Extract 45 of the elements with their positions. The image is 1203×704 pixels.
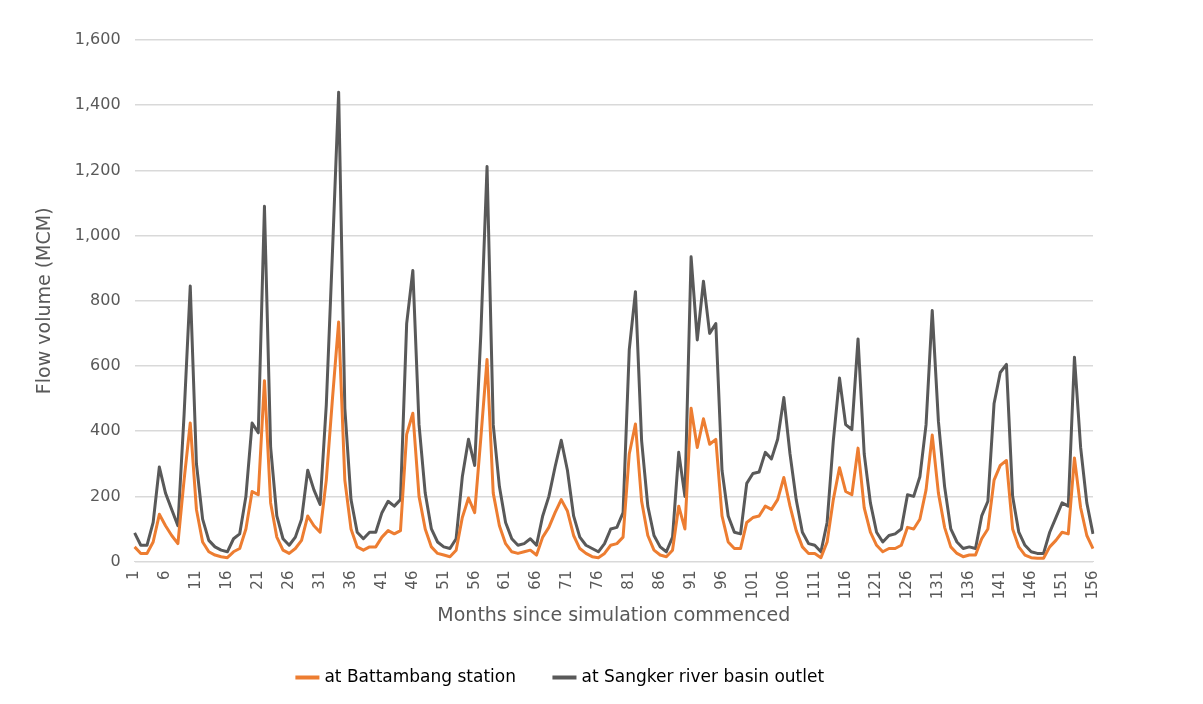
y-tick-label: 600 [90,355,121,375]
x-tick-label: 36 [340,570,359,590]
x-tick-label: 1 [124,570,143,581]
y-tick-label: 200 [90,485,121,505]
x-tick-label: 61 [495,570,514,590]
x-tick-label: 131 [928,570,947,600]
x-tick-label: 86 [650,570,669,590]
x-tick-label: 46 [402,570,421,590]
y-tick-label: 800 [90,289,121,309]
y-tick-label: 1,000 [74,224,121,244]
x-tick-label: 111 [804,570,823,600]
x-tick-label: 76 [588,570,607,590]
y-tick-label: 0 [110,550,121,570]
x-tick-label: 71 [557,570,576,590]
x-tick-label: 146 [1021,570,1040,600]
x-tick-label: 96 [711,570,730,590]
x-tick-label: 156 [1082,570,1101,600]
y-tick-label: 1,600 [74,29,121,49]
legend-label: at Battambang station [324,665,516,686]
x-tick-label: 51 [433,570,452,590]
y-tick-label: 1,200 [74,159,121,179]
x-tick-label: 151 [1051,570,1070,600]
x-tick-label: 26 [279,570,298,590]
x-tick-label: 66 [526,570,545,590]
x-tick-label: 101 [742,570,761,600]
x-tick-label: 106 [773,570,792,600]
y-axis-title: Flow volume (MCM) [32,207,55,395]
x-tick-label: 16 [217,570,236,590]
x-axis-title: Months since simulation commenced [437,602,791,625]
legend-label: at Sangker river basin outlet [581,665,825,686]
x-tick-label: 126 [897,570,916,600]
x-tick-label: 56 [464,570,483,590]
x-tick-label: 121 [866,570,885,600]
x-tick-label: 116 [835,570,854,600]
x-tick-label: 11 [186,570,205,590]
x-tick-label: 136 [959,570,978,600]
x-tick-label: 141 [990,570,1009,600]
x-tick-label: 6 [155,570,174,581]
x-tick-label: 91 [680,570,699,590]
x-tick-label: 81 [619,570,638,590]
x-tick-label: 41 [371,570,390,590]
x-tick-label: 31 [309,570,328,590]
y-tick-label: 400 [90,420,121,440]
y-tick-label: 1,400 [74,94,121,114]
x-tick-label: 21 [248,570,267,590]
